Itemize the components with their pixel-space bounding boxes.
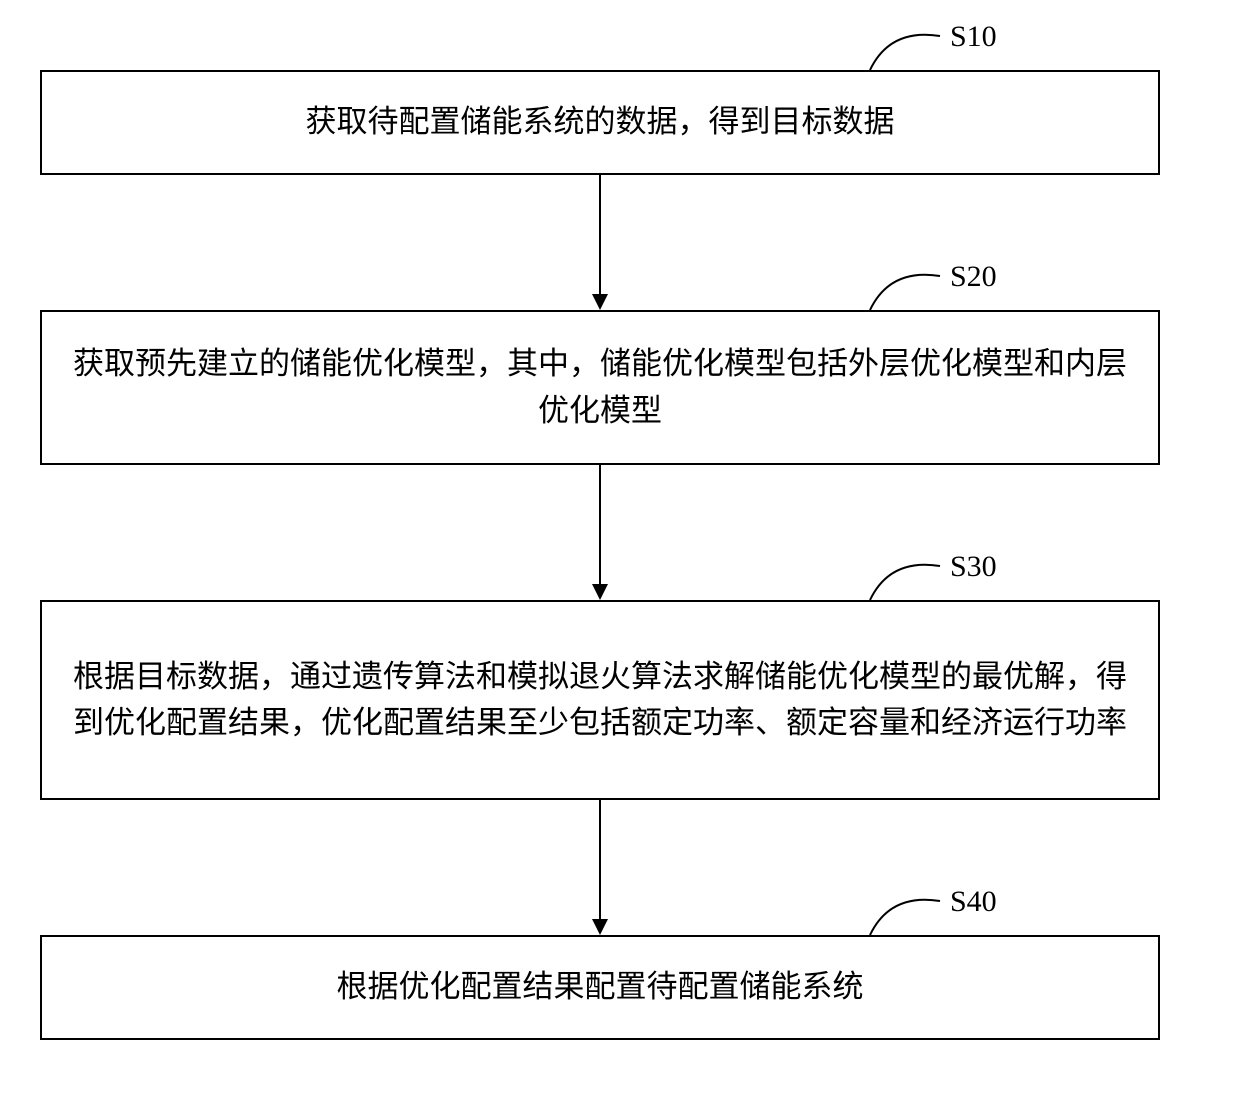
step-label-s20: S20	[950, 260, 997, 294]
step-box-s40: 根据优化配置结果配置待配置储能系统	[40, 935, 1160, 1040]
step-text-s20: 获取预先建立的储能优化模型，其中，储能优化模型包括外层优化模型和内层优化模型	[62, 341, 1138, 434]
step-label-s10: S10	[950, 20, 997, 54]
step-box-s10: 获取待配置储能系统的数据，得到目标数据	[40, 70, 1160, 175]
step-label-s40: S40	[950, 885, 997, 919]
step-label-s30: S30	[950, 550, 997, 584]
step-text-s30: 根据目标数据，通过遗传算法和模拟退火算法求解储能优化模型的最优解，得到优化配置结…	[62, 654, 1138, 747]
step-box-s30: 根据目标数据，通过遗传算法和模拟退火算法求解储能优化模型的最优解，得到优化配置结…	[40, 600, 1160, 800]
step-box-s20: 获取预先建立的储能优化模型，其中，储能优化模型包括外层优化模型和内层优化模型	[40, 310, 1160, 465]
flowchart-container: 获取待配置储能系统的数据，得到目标数据 S10 获取预先建立的储能优化模型，其中…	[0, 0, 1240, 1101]
step-text-s40: 根据优化配置结果配置待配置储能系统	[337, 964, 864, 1011]
step-text-s10: 获取待配置储能系统的数据，得到目标数据	[306, 99, 895, 146]
